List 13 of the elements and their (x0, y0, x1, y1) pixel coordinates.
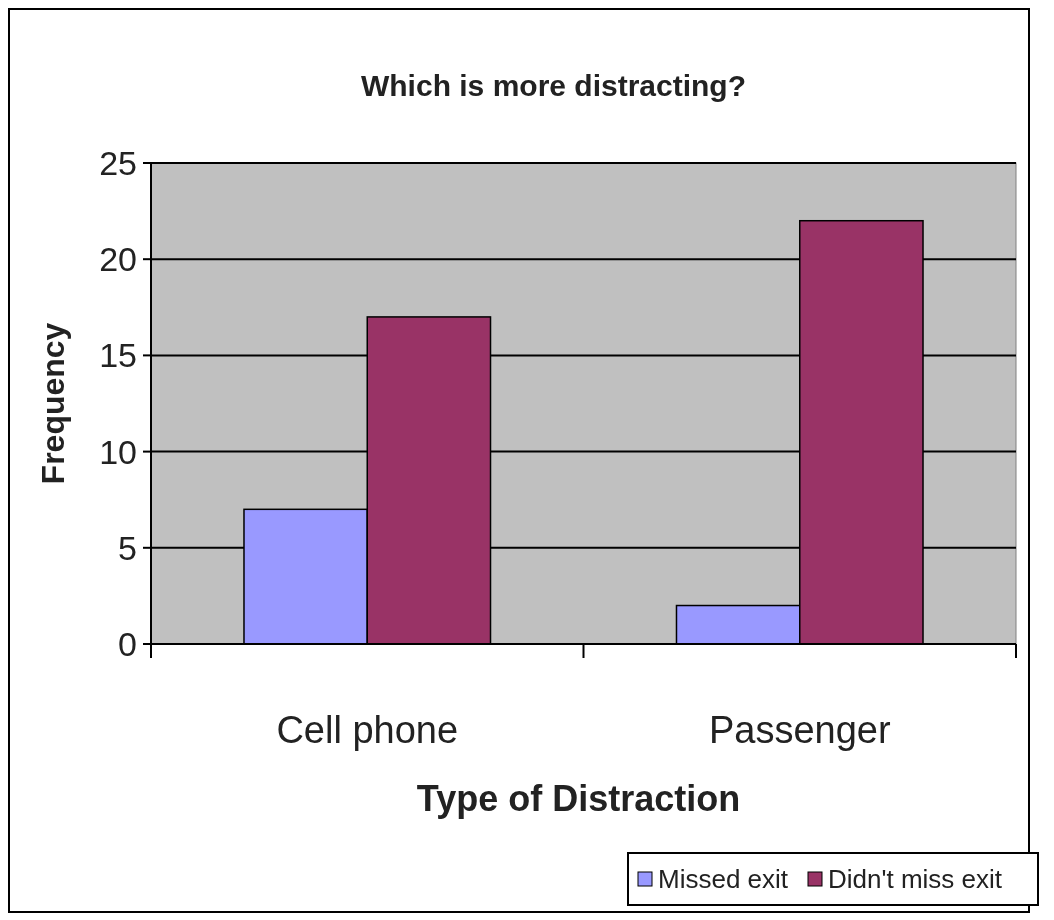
x-axis-title: Type of Distraction (416, 778, 741, 819)
y-tick-label: 15 (99, 336, 137, 375)
y-tick-label: 0 (118, 624, 137, 663)
legend-label: Missed exit (658, 864, 789, 894)
legend-label: Didn't miss exit (828, 864, 1003, 894)
y-axis-title: Frequency (35, 322, 71, 485)
x-tick-label: Cell phone (276, 709, 459, 751)
y-tick-label: 25 (99, 143, 137, 182)
y-tick-label: 5 (118, 528, 137, 567)
chart-title: Which is more distracting? (360, 69, 747, 102)
x-tick-label: Passenger (708, 709, 891, 751)
y-tick-label: 10 (99, 432, 137, 471)
y-tick-label: 20 (99, 240, 137, 279)
